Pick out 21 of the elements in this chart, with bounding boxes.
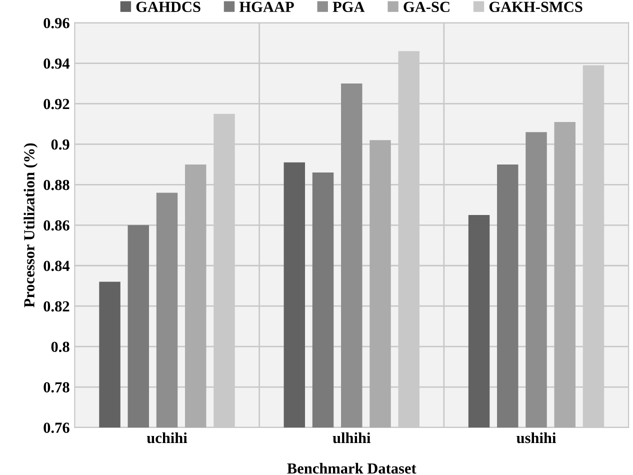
y-tick-label: 0.86 [44, 220, 70, 231]
y-tick-label: 0.88 [44, 180, 70, 190]
x-tick-label: ulhihi [332, 432, 371, 444]
y-tick-label: 0.76 [44, 422, 70, 434]
y-tick-label: 0.96 [44, 18, 70, 28]
y-tick-label: 0.78 [44, 382, 70, 393]
y-tick-label: 0.8 [51, 342, 70, 352]
legend-label: GAHDCS [136, 2, 200, 12]
y-tick-label: 0.82 [44, 301, 70, 312]
x-tick-label: ushihi [516, 432, 556, 444]
legend-label: PGA [332, 2, 365, 12]
legend-label: GAKH-SMCS [489, 2, 582, 12]
y-tick-label: 0.92 [44, 98, 70, 110]
x-axis-title: Benchmark Dataset [287, 462, 416, 474]
legend-label: GA-SC [404, 2, 450, 12]
y-tick-label: 0.9 [51, 139, 70, 150]
y-axis-title: Processor Utilization (%) [24, 143, 38, 308]
y-tick-label: 0.84 [44, 260, 70, 272]
y-tick-label: 0.94 [44, 58, 70, 69]
x-tick-label: uchihi [146, 432, 188, 444]
legend-label: HGAAP [239, 2, 294, 12]
